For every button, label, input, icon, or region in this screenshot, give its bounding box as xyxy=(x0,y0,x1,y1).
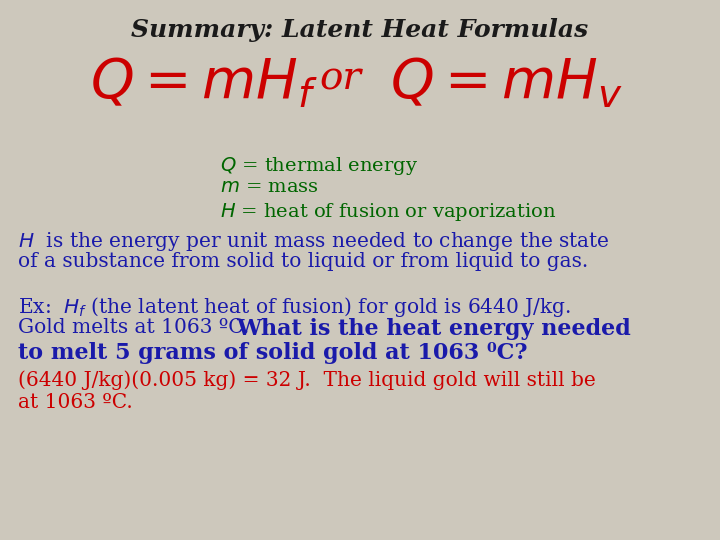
Text: Ex:  $H_f$ (the latent heat of fusion) for gold is 6440 J/kg.: Ex: $H_f$ (the latent heat of fusion) fo… xyxy=(18,295,571,319)
Text: $m$ = mass: $m$ = mass xyxy=(220,178,319,196)
Text: $Q$ = thermal energy: $Q$ = thermal energy xyxy=(220,155,418,177)
Text: to melt 5 grams of solid gold at 1063 ⁰C?: to melt 5 grams of solid gold at 1063 ⁰C… xyxy=(18,342,528,364)
Text: Summary: Latent Heat Formulas: Summary: Latent Heat Formulas xyxy=(131,18,589,42)
Text: or: or xyxy=(319,60,361,97)
Text: at 1063 ºC.: at 1063 ºC. xyxy=(18,393,132,412)
Text: $Q = mH_f$: $Q = mH_f$ xyxy=(90,55,318,110)
Text: $H$ = heat of fusion or vaporization: $H$ = heat of fusion or vaporization xyxy=(220,201,557,223)
Text: of a substance from solid to liquid or from liquid to gas.: of a substance from solid to liquid or f… xyxy=(18,252,588,271)
Text: Gold melts at 1063 ºC.: Gold melts at 1063 ºC. xyxy=(18,318,262,337)
Text: $Q = mH_v$: $Q = mH_v$ xyxy=(390,55,623,110)
Text: (6440 J/kg)(0.005 kg) = 32 J.  The liquid gold will still be: (6440 J/kg)(0.005 kg) = 32 J. The liquid… xyxy=(18,370,595,390)
Text: $H$  is the energy per unit mass needed to change the state: $H$ is the energy per unit mass needed t… xyxy=(18,230,610,253)
Text: What is the heat energy needed: What is the heat energy needed xyxy=(236,318,631,340)
